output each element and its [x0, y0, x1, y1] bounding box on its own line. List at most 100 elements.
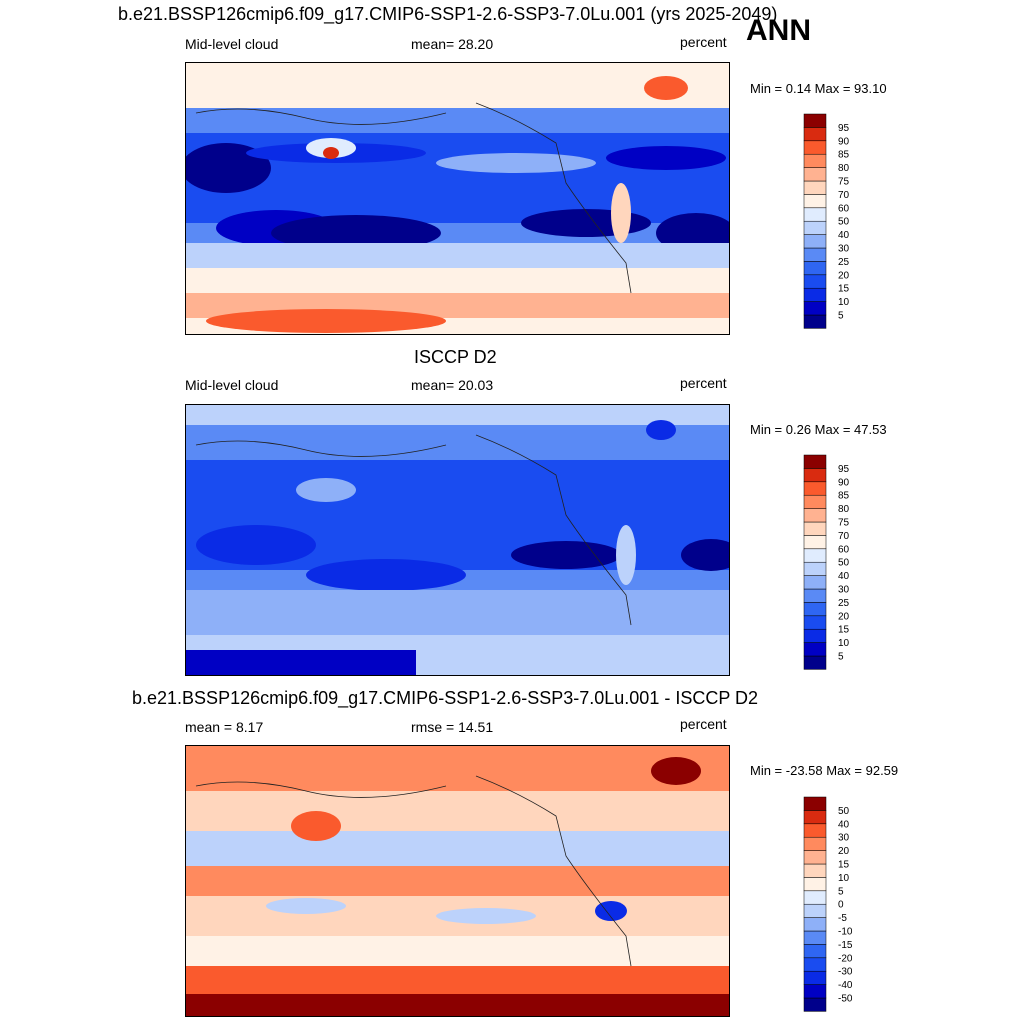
panel3-title: b.e21.BSSP126cmip6.f09_g17.CMIP6-SSP1-2.… — [132, 688, 759, 708]
colorbar-box — [803, 548, 827, 563]
panel1-units-label: percent — [680, 34, 727, 50]
colorbar-tick-label: 95 — [838, 464, 850, 475]
colorbar-tick-label: 15 — [838, 860, 850, 871]
panel1-minmax: Min = 0.14 Max = 93.10 — [750, 81, 887, 96]
colorbar-box — [803, 261, 827, 276]
colorbar-box — [803, 314, 827, 329]
panel1-left-label: Mid-level cloud — [185, 36, 279, 52]
colorbar-tick-label: 20 — [838, 846, 850, 857]
colorbar-tick-label: 10 — [838, 297, 850, 308]
colorbar-box — [803, 628, 827, 643]
panel1-mean-label: mean= 28.20 — [411, 36, 494, 52]
colorbar-box — [803, 113, 827, 128]
colorbar-box — [803, 836, 827, 851]
season-label: ANN — [746, 14, 811, 47]
panel1-colorbar-svg: 5 10 15 20 25 30 40 50 60 70 75 80 85 90 95 — [803, 113, 850, 329]
colorbar-box — [803, 930, 827, 945]
colorbar-tick-label: 80 — [838, 163, 850, 174]
panel2-left-label: Mid-level cloud — [185, 377, 279, 393]
colorbar-tick-label: 85 — [838, 491, 850, 502]
colorbar-tick-label: 5 — [838, 886, 844, 897]
colorbar-tick-label: 10 — [838, 638, 850, 649]
colorbar-tick-label: 40 — [838, 819, 850, 830]
colorbar-tick-label: 60 — [838, 203, 850, 214]
colorbar-box — [803, 602, 827, 617]
colorbar-tick-label: 30 — [838, 833, 850, 844]
colorbar-tick-label: 10 — [838, 873, 850, 884]
colorbar-tick-label: 70 — [838, 190, 850, 201]
panel3-units-label: percent — [680, 716, 727, 732]
colorbar-tick-label: 85 — [838, 150, 850, 161]
colorbar-box — [803, 997, 827, 1012]
colorbar-box — [803, 494, 827, 509]
colorbar-box — [803, 508, 827, 523]
colorbar-tick-label: 15 — [838, 625, 850, 636]
colorbar-tick-label: 75 — [838, 518, 850, 529]
colorbar-box — [803, 642, 827, 657]
colorbar-box — [803, 615, 827, 630]
colorbar-tick-label: 75 — [838, 177, 850, 188]
panel2-units-label: percent — [680, 375, 727, 391]
panel2-title: ISCCP D2 — [414, 347, 497, 367]
colorbar-box — [803, 535, 827, 550]
colorbar-box — [803, 167, 827, 182]
colorbar-box — [803, 274, 827, 289]
panel2-map-svg — [186, 405, 729, 675]
colorbar-tick-label: -10 — [838, 927, 853, 938]
colorbar-box — [803, 823, 827, 838]
colorbar-box — [803, 234, 827, 249]
colorbar-box — [803, 957, 827, 972]
panel3-map — [185, 745, 730, 1017]
colorbar-tick-label: 15 — [838, 284, 850, 295]
panel3-mean-label: mean = 8.17 — [185, 719, 264, 735]
colorbar-tick-label: 20 — [838, 270, 850, 281]
colorbar-tick-label: 5 — [838, 652, 844, 663]
colorbar-tick-label: 25 — [838, 257, 850, 268]
colorbar-tick-label: -15 — [838, 940, 853, 951]
colorbar-box — [803, 796, 827, 811]
colorbar-tick-label: 80 — [838, 504, 850, 515]
main-title: b.e21.BSSP126cmip6.f09_g17.CMIP6-SSP1-2.… — [118, 4, 778, 24]
colorbar-box — [803, 481, 827, 496]
colorbar-box — [803, 247, 827, 262]
colorbar-box — [803, 863, 827, 878]
colorbar-box — [803, 655, 827, 670]
panel2-colorbar: 5 10 15 20 25 30 40 50 60 70 75 80 85 90 95 — [803, 454, 864, 671]
colorbar-tick-label: 70 — [838, 531, 850, 542]
colorbar-tick-label: -50 — [838, 994, 853, 1005]
panel3-map-svg — [186, 746, 729, 1016]
colorbar-box — [803, 850, 827, 865]
colorbar-tick-label: -40 — [838, 980, 853, 991]
colorbar-box — [803, 180, 827, 195]
colorbar-box — [803, 575, 827, 590]
panel2-colorbar-svg: 5 10 15 20 25 30 40 50 60 70 75 80 85 90 95 — [803, 454, 850, 670]
colorbar-tick-label: -30 — [838, 967, 853, 978]
panel1-colorbar: 5 10 15 20 25 30 40 50 60 70 75 80 85 90 95 — [803, 113, 864, 330]
colorbar-tick-label: 5 — [838, 311, 844, 322]
colorbar-tick-label: 60 — [838, 544, 850, 555]
colorbar-box — [803, 877, 827, 892]
colorbar-box — [803, 984, 827, 999]
colorbar-box — [803, 970, 827, 985]
colorbar-box — [803, 810, 827, 825]
colorbar-box — [803, 521, 827, 536]
colorbar-tick-label: 20 — [838, 611, 850, 622]
panel2-map — [185, 404, 730, 676]
colorbar-box — [803, 468, 827, 483]
colorbar-tick-label: 95 — [838, 123, 850, 134]
colorbar-box — [803, 140, 827, 155]
colorbar-tick-label: 90 — [838, 136, 850, 147]
colorbar-box — [803, 220, 827, 235]
colorbar-box — [803, 588, 827, 603]
colorbar-tick-label: 50 — [838, 558, 850, 569]
panel1-map-svg — [186, 63, 729, 334]
colorbar-tick-label: 40 — [838, 571, 850, 582]
panel2-mean-label: mean= 20.03 — [411, 377, 494, 393]
colorbar-box — [803, 301, 827, 316]
colorbar-box — [803, 207, 827, 222]
colorbar-box — [803, 287, 827, 302]
colorbar-tick-label: 50 — [838, 806, 850, 817]
colorbar-tick-label: 40 — [838, 230, 850, 241]
colorbar-box — [803, 194, 827, 209]
